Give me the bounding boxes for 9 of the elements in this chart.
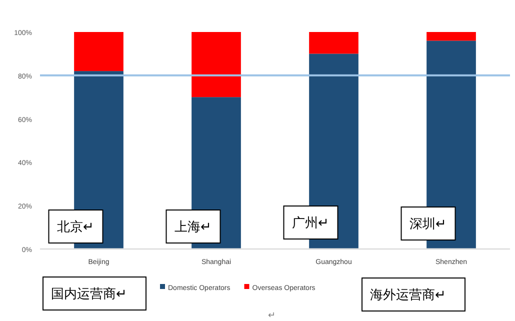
bar — [192, 32, 241, 98]
annotation: 上海↵ — [174, 219, 212, 234]
text: ↵ — [268, 310, 276, 320]
annotation: 广州↵ — [292, 215, 329, 230]
bar — [426, 32, 476, 41]
annotation: 深圳↵ — [409, 216, 446, 231]
annotation: 北京↵ — [56, 219, 94, 234]
bar — [309, 32, 358, 54]
bar — [74, 32, 124, 72]
